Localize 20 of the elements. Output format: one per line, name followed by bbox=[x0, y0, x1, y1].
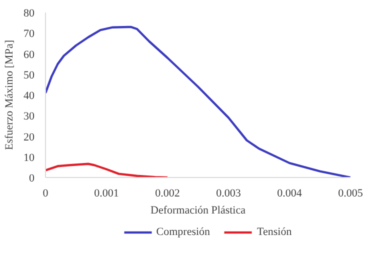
y-tick-label: 40 bbox=[24, 90, 35, 102]
x-tick-label: 0.005 bbox=[338, 188, 364, 200]
y-tick-label: 30 bbox=[24, 110, 35, 123]
y-tick-label: 10 bbox=[24, 152, 35, 164]
x-tick-label: 0.003 bbox=[216, 188, 242, 200]
x-tick-label: 0 bbox=[42, 188, 49, 200]
x-tick-label: 0.001 bbox=[94, 188, 119, 200]
y-tick-label: 60 bbox=[24, 48, 35, 61]
x-tick-label: 0.004 bbox=[277, 188, 302, 200]
x-axis-title: Deformación Plástica bbox=[150, 204, 246, 216]
x-tick-label: 0.002 bbox=[155, 188, 180, 200]
legend-label: Compresión bbox=[156, 225, 210, 239]
y-tick-label: 0 bbox=[29, 172, 35, 184]
y-tick-label: 70 bbox=[24, 28, 35, 40]
line-series bbox=[46, 162, 169, 178]
y-axis-title: Esfuerzo Máximo [MPa] bbox=[4, 40, 16, 150]
y-tick-label: 80 bbox=[24, 8, 35, 20]
y-tick-label: 50 bbox=[24, 69, 35, 82]
legend-label: Tensión bbox=[257, 225, 292, 239]
y-tick-label: 20 bbox=[24, 131, 35, 144]
